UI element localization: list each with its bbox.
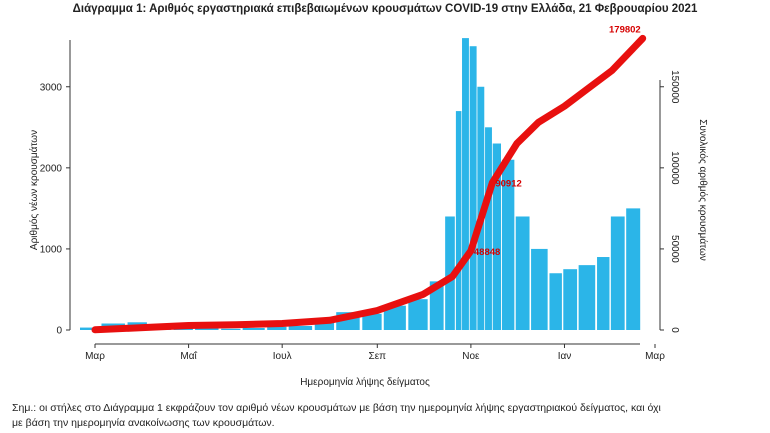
- bar: [362, 313, 382, 330]
- bar: [80, 327, 100, 330]
- x-tick-label: Μαρ: [85, 351, 105, 362]
- x-tick-label: Ιουλ: [273, 351, 292, 362]
- y-tick-label: 1000: [40, 244, 63, 255]
- bar: [492, 143, 501, 330]
- cumulative-line: [91, 34, 647, 334]
- bar: [195, 328, 219, 330]
- bar: [626, 208, 641, 330]
- axes-group: 0 1000 2000 3000 0 50000 100000 150000 Μαρ Μαΐ Ιου…: [28, 40, 709, 388]
- bar: [610, 216, 625, 330]
- bar: [267, 326, 287, 330]
- x-axis-label: Ημερομηνία λήψης δείγματος: [300, 376, 430, 388]
- bar: [288, 325, 313, 330]
- y-axis-label: Αριθμός νέων κρουσμάτων: [28, 130, 40, 250]
- y2-tick-label: 100000: [669, 151, 680, 185]
- bar: [314, 320, 335, 330]
- bar: [515, 216, 530, 330]
- bar: [578, 265, 596, 330]
- chart-title: Διάγραμμα 1: Αριθμός εργαστηριακά επιβεβ…: [72, 3, 698, 15]
- x-tick-label: Μαρ: [645, 351, 665, 362]
- footnote-line-2: με βάση την ημερομηνία ανακοίνωσης των κ…: [12, 417, 275, 429]
- bar: [445, 216, 455, 330]
- bar: [485, 127, 492, 330]
- bar: [563, 269, 578, 330]
- bar: [549, 273, 562, 330]
- cumulative-line-group: [91, 34, 647, 334]
- x-tick-label: Μαΐ: [180, 350, 197, 362]
- footnote: Σημ.: οι στήλες στο Διάγραμμα 1 εκφράζου…: [12, 401, 762, 431]
- y2-axis-label: Συνολικός αριθμός κρουσμάτων: [697, 119, 709, 261]
- annotations-group: 179802 90912 48848: [474, 24, 641, 257]
- y2-tick-label: 50000: [669, 235, 680, 263]
- x-tick-label: Σεπ: [369, 351, 387, 362]
- bar: [531, 248, 548, 330]
- bar: [597, 257, 610, 330]
- bars-group: [80, 38, 641, 331]
- bar: [455, 111, 462, 330]
- x-tick-label: Νοε: [462, 351, 480, 362]
- annotation-label: 48848: [474, 247, 500, 258]
- y-tick-label: 0: [56, 326, 62, 337]
- bar: [221, 328, 241, 330]
- annotation-label: 90912: [495, 179, 521, 190]
- bar: [469, 46, 477, 330]
- bar: [242, 327, 265, 330]
- bar: [501, 159, 515, 330]
- y2-tick-label: 150000: [669, 70, 680, 104]
- chart-area: 0 1000 2000 3000 0 50000 100000 150000 Μαρ Μαΐ Ιου…: [28, 24, 709, 388]
- bar: [408, 299, 428, 330]
- x-tick-label: Ιαν: [558, 351, 572, 362]
- y-tick-label: 3000: [40, 82, 63, 93]
- bar: [462, 38, 469, 331]
- annotation-label: 179802: [609, 24, 641, 35]
- y-tick-label: 2000: [40, 163, 63, 174]
- y2-tick-label: 0: [669, 327, 680, 333]
- footnote-line-1: Σημ.: οι στήλες στο Διάγραμμα 1 εκφράζου…: [12, 402, 661, 414]
- bar: [429, 281, 444, 330]
- bar: [383, 305, 406, 330]
